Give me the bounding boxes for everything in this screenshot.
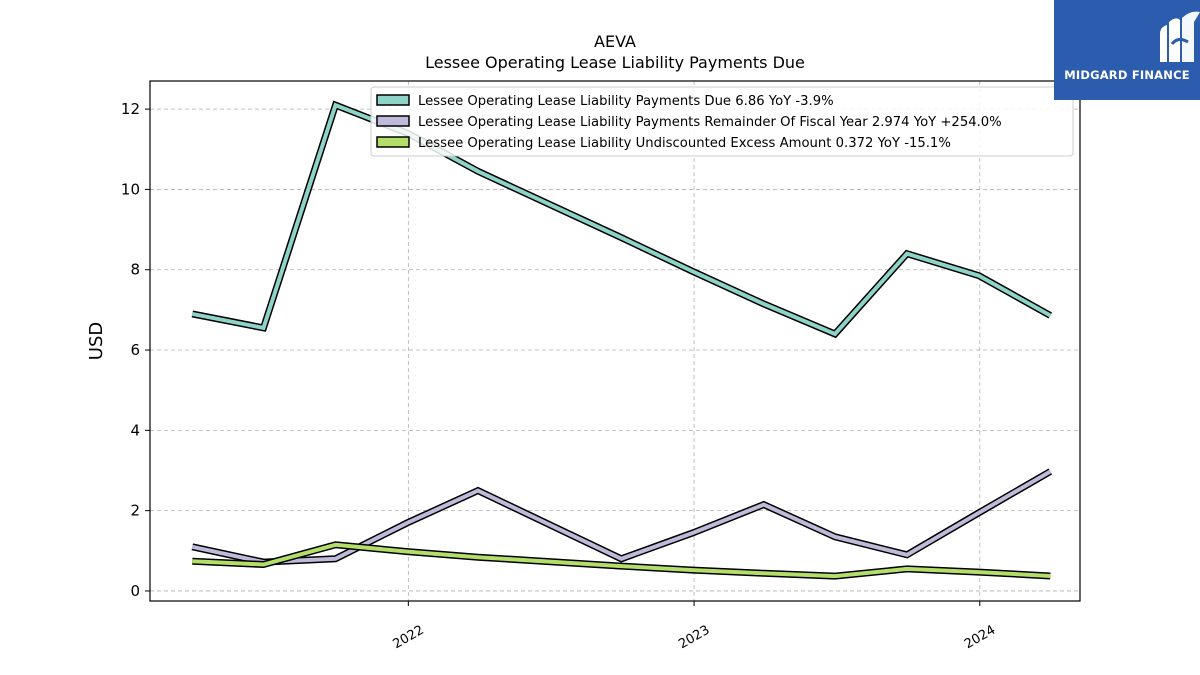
y-tick-label: 0: [130, 582, 140, 600]
plot-frame: [149, 80, 1081, 602]
series-line-fill: [191, 469, 1052, 565]
x-tick-label: 2023: [676, 623, 712, 653]
series-layer: [191, 100, 1053, 580]
series-line-2: [191, 468, 1053, 566]
y-tick-label: 10: [121, 180, 140, 198]
legend-label: Lessee Operating Lease Liability Undisco…: [418, 136, 951, 151]
x-axis: 2022 2023 2024: [391, 601, 998, 653]
legend-box: [370, 86, 1074, 157]
y-tick-label: 8: [130, 261, 140, 279]
y-tick-label: 2: [130, 502, 140, 520]
logo-text: MIDGARD FINANCE: [1064, 68, 1190, 82]
y-axis-label: USD: [86, 322, 107, 360]
legend-swatch: [376, 115, 410, 127]
y-tick-label: 4: [130, 421, 140, 439]
legend-swatch: [376, 94, 410, 106]
series-line-1: [191, 100, 1053, 339]
x-tick-label: 2022: [391, 623, 427, 653]
watermark-logo: MIDGARD FINANCE: [1054, 0, 1200, 100]
legend: Lessee Operating Lease Liability Payment…: [370, 86, 1074, 157]
y-axis: 0 2 4 6 8 10 12: [121, 100, 150, 600]
series-line-3: [192, 541, 1051, 580]
logo-icon: [1160, 11, 1200, 63]
y-tick-label: 6: [130, 341, 140, 359]
legend-label: Lessee Operating Lease Liability Payment…: [418, 115, 1002, 130]
chart-subtitle: Lessee Operating Lease Liability Payment…: [425, 53, 805, 72]
x-tick-label: 2024: [962, 623, 998, 653]
legend-label: Lessee Operating Lease Liability Payment…: [418, 94, 834, 109]
legend-swatch: [376, 136, 410, 148]
series-line-fill: [192, 542, 1051, 579]
y-tick-label: 12: [121, 100, 140, 118]
grid: [150, 81, 1080, 601]
series-line-fill: [191, 102, 1052, 337]
chart-title: AEVA: [594, 32, 636, 51]
